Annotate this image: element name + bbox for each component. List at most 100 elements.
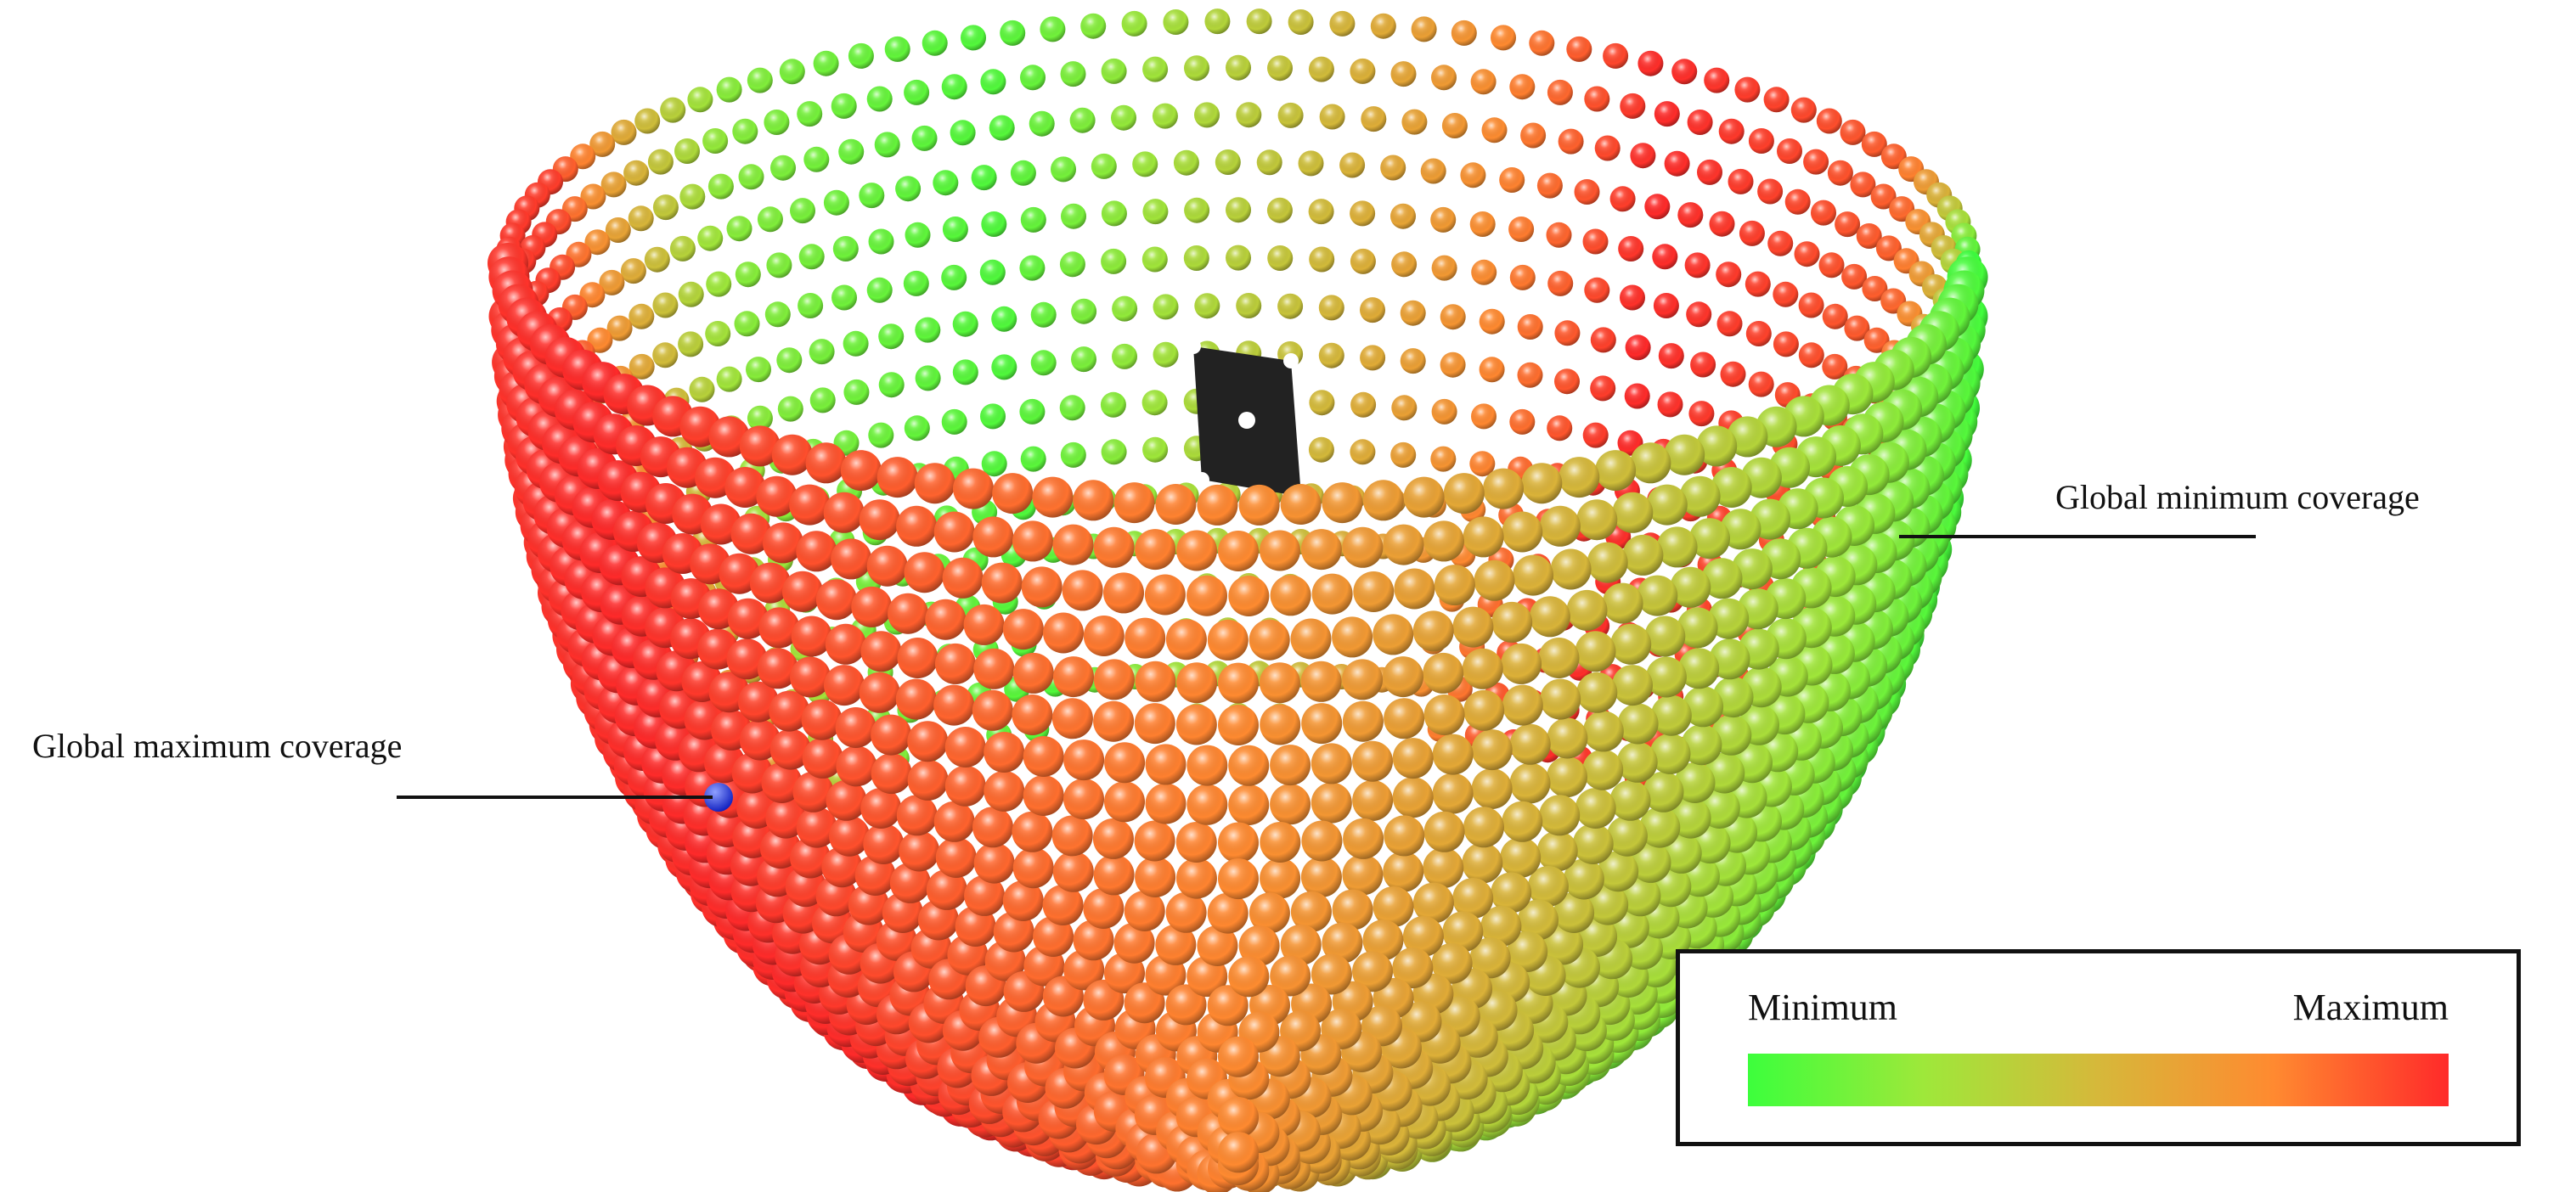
sphere-shading xyxy=(1352,951,1393,992)
sphere-shading xyxy=(824,665,865,706)
global-maximum-marker xyxy=(704,783,733,812)
sphere-shading xyxy=(1080,13,1107,39)
sphere-shading xyxy=(813,50,839,76)
sphere-shading xyxy=(1701,558,1743,599)
sphere-shading xyxy=(1187,575,1227,616)
sphere-shading xyxy=(1508,216,1535,242)
sphere-shading xyxy=(1474,559,1515,601)
sphere-shading xyxy=(904,415,930,441)
sphere-shading xyxy=(1745,321,1772,346)
sphere-shading xyxy=(1073,919,1114,961)
sphere-shading xyxy=(825,623,866,665)
sphere-shading xyxy=(620,258,646,284)
sphere-shading xyxy=(984,770,1025,812)
sensor-icon xyxy=(1186,339,1309,504)
sphere-shading xyxy=(761,762,803,803)
sphere-shading xyxy=(1670,566,1711,608)
sphere-shading xyxy=(1547,756,1587,798)
sphere-shading xyxy=(1739,220,1765,246)
sphere-shading xyxy=(1380,155,1406,181)
sphere-shading xyxy=(758,607,800,649)
sphere-shading xyxy=(896,795,938,836)
sphere-shading xyxy=(702,128,729,154)
sphere-shading xyxy=(1798,292,1824,318)
sphere-shading xyxy=(1052,851,1094,892)
sphere-shading xyxy=(705,321,731,346)
sphere-shading xyxy=(1226,54,1251,81)
sphere-shading xyxy=(1111,104,1136,131)
sphere-shading xyxy=(1440,304,1466,330)
sphere-shading xyxy=(1103,572,1144,614)
sphere-shading xyxy=(1134,820,1175,862)
sphere-shading xyxy=(1012,520,1053,562)
sphere-shading xyxy=(1187,956,1228,998)
sphere-shading xyxy=(708,416,750,458)
sphere-shading xyxy=(1430,206,1457,233)
sphere-shading xyxy=(1311,573,1353,615)
sphere-shading xyxy=(1073,480,1114,521)
sphere-shading xyxy=(1383,656,1423,698)
sphere-shading xyxy=(1318,342,1344,368)
sphere-shading xyxy=(1463,807,1504,848)
sphere-shading xyxy=(871,753,912,795)
sphere-shading xyxy=(1142,56,1169,82)
sphere-shading xyxy=(1342,659,1384,700)
sphere-shading xyxy=(1624,383,1650,409)
sphere-shading xyxy=(1059,395,1085,421)
sphere-shading xyxy=(1101,200,1127,227)
sphere-shading xyxy=(1822,303,1848,329)
sphere-shading xyxy=(1183,245,1209,271)
sphere-shading xyxy=(634,108,661,134)
sphere-shading xyxy=(1012,811,1053,852)
sphere-shading xyxy=(1598,851,1639,892)
sphere-shading xyxy=(1602,582,1643,624)
sphere-shading xyxy=(1309,390,1335,416)
sphere-shading xyxy=(1350,200,1376,227)
sphere-shading xyxy=(1020,206,1046,233)
sphere-shading xyxy=(1165,619,1207,661)
sphere-shading xyxy=(1339,152,1366,178)
sphere-shading xyxy=(791,616,832,657)
sphere-shading xyxy=(1509,264,1536,290)
sphere-shading xyxy=(1681,724,1722,766)
sphere-shading xyxy=(907,759,949,801)
sphere-shading xyxy=(1554,320,1581,346)
sphere-shading xyxy=(895,176,922,202)
sphere-shading xyxy=(1509,74,1536,100)
sphere-shading xyxy=(860,631,902,672)
sphere-shading xyxy=(1653,293,1679,318)
sphere-shading xyxy=(1491,25,1516,51)
sphere-shading xyxy=(1471,403,1497,430)
sphere-shading xyxy=(1391,251,1418,278)
sphere-shading xyxy=(1595,450,1637,492)
sphere-shading xyxy=(757,648,798,689)
sphere-shading xyxy=(1020,65,1046,91)
sphere-shading xyxy=(1301,820,1343,862)
sphere-shading xyxy=(1311,953,1352,995)
sphere-shading xyxy=(1040,16,1066,42)
sphere-shading xyxy=(1238,484,1280,526)
sphere-shading xyxy=(1400,300,1426,326)
sphere-shading xyxy=(1527,866,1569,907)
sphere-shading xyxy=(1432,773,1474,814)
sphere-shading xyxy=(757,206,783,233)
sphere-shading xyxy=(821,846,863,888)
sphere-shading xyxy=(1125,617,1166,659)
sphere-shading xyxy=(866,86,893,112)
sphere-shading xyxy=(1000,20,1026,46)
sphere-shading xyxy=(981,451,1007,477)
sphere-shading xyxy=(1612,665,1653,706)
sphere-shading xyxy=(1773,281,1799,307)
sphere-shading xyxy=(1483,468,1524,509)
sphere-shading xyxy=(669,235,696,261)
sphere-shading xyxy=(933,801,975,842)
sphere-shading xyxy=(1499,167,1525,193)
sphere-shading xyxy=(1678,648,1720,689)
sphere-shading xyxy=(935,837,977,878)
sphere-shading xyxy=(1618,236,1644,261)
sphere-shading xyxy=(1141,390,1168,416)
sphere-shading xyxy=(1218,858,1259,900)
sphere-shading xyxy=(766,252,792,278)
sphere-shading xyxy=(1637,50,1664,76)
sphere-shading xyxy=(1748,128,1774,154)
